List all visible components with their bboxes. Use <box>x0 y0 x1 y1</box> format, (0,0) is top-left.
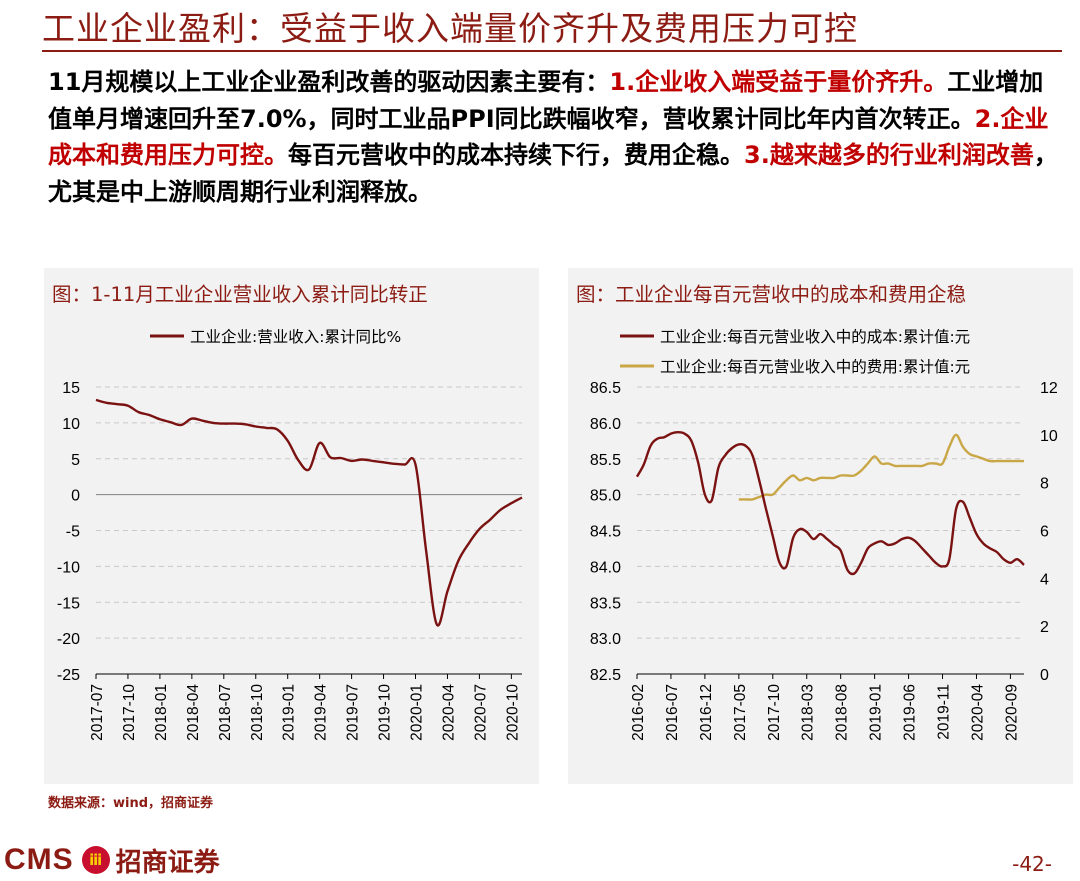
series-line-expense <box>738 433 1024 501</box>
logo-chinese: 招商证券 <box>115 847 220 878</box>
highlight-text: 3.越来越多的行业利润改善 <box>744 141 1034 169</box>
y-tick-label-left: 84.5 <box>590 524 621 541</box>
logo-mark-icon: ⅲ <box>81 846 110 874</box>
y-tick-label: -25 <box>57 667 80 684</box>
summary-text: 11月规模以上工业企业盈利改善的驱动因素主要有：1.企业收入端受益于量价齐升。工… <box>48 64 1058 210</box>
title-underline <box>42 50 1062 52</box>
y-tick-label-right: 0 <box>1040 667 1049 684</box>
y-tick-label-right: 4 <box>1040 571 1049 588</box>
logo-latin: CMS <box>4 843 74 876</box>
cost-expense-chart: 86.5 86.0 85.5 85.0 84.5 84.0 83.5 83.0 82.5 12 10… <box>590 328 1058 741</box>
y-tick-label-right: 8 <box>1040 476 1049 493</box>
body-text-segment: 工业增加值单月增速回升至7.0%，同时工业品PPI同比跌幅收窄，营收累计同比年内… <box>48 68 1044 133</box>
x-tick-label: 2019-11 <box>936 684 953 740</box>
x-tick-label: 2016-07 <box>664 684 681 741</box>
y-tick-label: 15 <box>62 380 80 397</box>
x-tick-label: 2019-01 <box>281 684 298 741</box>
x-tick-label: 2020-09 <box>1003 684 1020 741</box>
legend-label-expense: 工业企业:每百元营业收入中的费用:累计值:元 <box>660 358 970 376</box>
x-tick-label: 2020-10 <box>504 684 521 741</box>
x-tick-label: 2019-07 <box>345 684 362 741</box>
x-tick-label: 2017-07 <box>89 684 106 741</box>
y-tick-label: -10 <box>57 559 80 576</box>
y-tick-label-left: 83.5 <box>590 595 621 612</box>
y-tick-label: 5 <box>71 452 80 469</box>
page-number: -42- <box>1012 852 1052 876</box>
y-tick-label-right: 12 <box>1040 380 1058 397</box>
x-tick-label: 2017-10 <box>766 684 783 741</box>
x-tick-label: 2016-12 <box>698 684 715 741</box>
x-tick-label: 2018-08 <box>834 684 851 741</box>
legend-label-cost: 工业企业:每百元营业收入中的成本:累计值:元 <box>660 328 970 346</box>
x-tick-label: 2020-04 <box>440 684 457 741</box>
highlight-text: 1.企业收入端受益于量价齐升。 <box>609 68 948 96</box>
left-chart-panel: 图：1-11月工业企业营业收入累计同比转正 15 10 5 0 -5 -10 -15 -20 -… <box>44 268 539 784</box>
cms-logo: CMS ⅲ 招商证券 <box>4 842 220 878</box>
x-tick-label: 2019-04 <box>313 684 330 741</box>
y-tick-label-left: 86.0 <box>590 416 621 433</box>
y-tick-label-left: 85.0 <box>590 488 621 505</box>
x-tick-label: 2020-04 <box>969 684 986 741</box>
x-tick-label: 2020-01 <box>409 684 426 741</box>
x-tick-label: 2018-03 <box>800 684 817 741</box>
x-tick-label: 2018-01 <box>153 684 170 741</box>
y-tick-label-right: 2 <box>1040 619 1049 636</box>
y-tick-label: -5 <box>66 524 80 541</box>
right-chart-panel: 图：工业企业每百元营收中的成本和费用企稳 86.5 86.0 85.5 85.0 84.… <box>568 268 1073 784</box>
y-tick-label-left: 86.5 <box>590 380 621 397</box>
x-tick-label: 2017-05 <box>732 684 749 741</box>
highlight-text: 2.企业成本和费用压力可控。 <box>48 104 1049 170</box>
x-tick-label: 2019-01 <box>868 684 885 741</box>
left-chart-title: 图：1-11月工业企业营业收入累计同比转正 <box>52 283 428 306</box>
revenue-yoy-chart: 15 10 5 0 -5 -10 -15 -20 -25 2017-07 2017-10 2018-0… <box>57 328 523 741</box>
x-tick-label: 2020-07 <box>472 684 489 741</box>
x-tick-label: 2019-10 <box>377 684 394 741</box>
y-tick-label-right: 10 <box>1040 428 1058 445</box>
y-tick-label-left: 82.5 <box>590 667 621 684</box>
series-line-revenue-yoy <box>95 398 523 627</box>
y-tick-label-left: 84.0 <box>590 559 621 576</box>
y-tick-label: -15 <box>57 595 80 612</box>
x-tick-label: 2017-10 <box>121 684 138 741</box>
y-tick-label-right: 6 <box>1040 524 1049 541</box>
y-tick-label-left: 83.0 <box>590 631 621 648</box>
x-tick-label: 2018-07 <box>217 684 234 741</box>
body-text-segment: 11月规模以上工业企业盈利改善的驱动因素主要有： <box>48 68 610 96</box>
y-tick-label: -20 <box>57 631 80 648</box>
data-source-note: 数据来源：wind，招商证券 <box>48 796 214 811</box>
body-text-segment: 每百元营收中的成本持续下行，费用企稳。 <box>288 141 744 169</box>
x-tick-label: 2016-02 <box>630 684 647 741</box>
y-tick-label: 0 <box>71 488 80 505</box>
x-tick-label: 2019-06 <box>902 684 919 741</box>
body-text-segment: ，尤其是中上游顺周期行业利润释放。 <box>48 141 1058 206</box>
x-tick-label: 2018-04 <box>185 684 202 741</box>
x-tick-label: 2018-10 <box>249 684 266 741</box>
right-chart-title: 图：工业企业每百元营收中的成本和费用企稳 <box>576 283 967 306</box>
page-title: 工业企业盈利：受益于收入端量价齐升及费用压力可控 <box>42 9 858 48</box>
series-line-cost <box>635 430 1025 576</box>
y-tick-label: 10 <box>62 416 80 433</box>
legend-label: 工业企业:营业收入:累计同比% <box>190 328 401 346</box>
y-tick-label-left: 85.5 <box>590 452 621 469</box>
